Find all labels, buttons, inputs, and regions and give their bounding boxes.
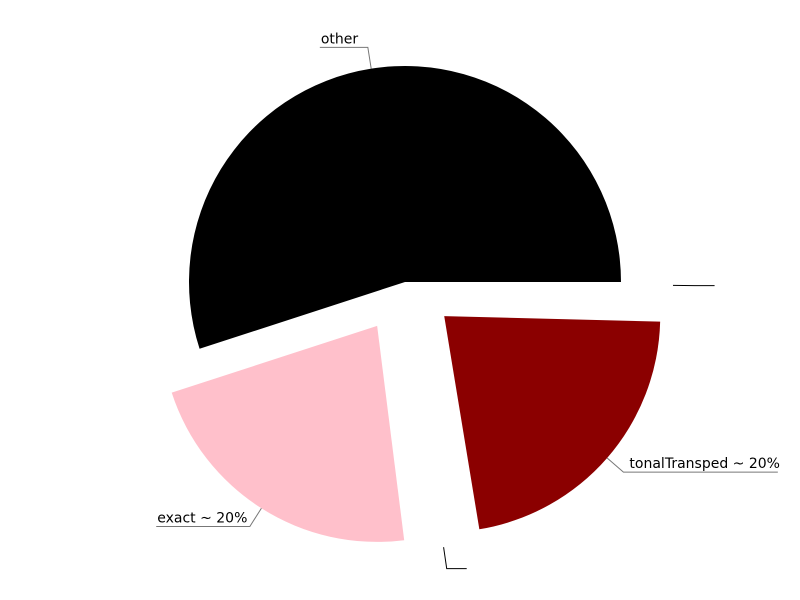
pie-leader-2 xyxy=(443,547,467,570)
pie-label-0: other xyxy=(321,31,359,47)
pie-labels: other exact ~ 20% tonalTransped ~ 20% xyxy=(157,31,780,526)
pie-leader-1 xyxy=(156,508,262,528)
pie-slice-0 xyxy=(188,65,621,349)
pie-slice-1 xyxy=(171,325,405,542)
pie-leader-0 xyxy=(319,46,372,69)
pie-slice-4 xyxy=(456,282,673,289)
pie-leader-3 xyxy=(606,457,778,473)
pie-label-3: tonalTransped ~ 20% xyxy=(629,456,780,472)
pie-slice-3 xyxy=(444,316,661,530)
pie-slices xyxy=(171,65,673,548)
pie-leader-lines xyxy=(156,46,778,570)
pie-label-1: exact ~ 20% xyxy=(157,511,247,527)
pie-slice-2 xyxy=(412,333,448,548)
